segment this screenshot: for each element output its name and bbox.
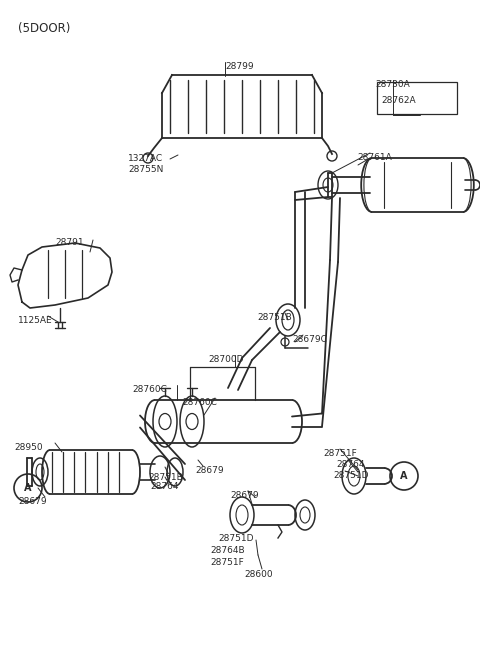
Text: 28799: 28799: [225, 62, 253, 71]
Text: 28730A: 28730A: [375, 80, 410, 89]
Text: 28791: 28791: [55, 238, 84, 247]
Text: 28751F: 28751F: [323, 449, 357, 458]
Text: 28764: 28764: [336, 460, 364, 469]
Text: 28751D: 28751D: [218, 534, 253, 543]
Text: 1327AC: 1327AC: [128, 154, 163, 163]
Text: 28755N: 28755N: [128, 165, 163, 174]
Text: 28751D: 28751D: [333, 471, 369, 480]
Text: A: A: [400, 471, 408, 481]
Text: (5DOOR): (5DOOR): [18, 22, 71, 35]
Text: 28764B: 28764B: [210, 546, 245, 555]
Text: 28679: 28679: [18, 497, 47, 506]
Bar: [377, 82, 457, 114]
Text: 28760C: 28760C: [132, 385, 167, 394]
Text: 28751B: 28751B: [257, 313, 292, 322]
Text: 28679C: 28679C: [292, 335, 327, 344]
Text: 28700D: 28700D: [208, 355, 243, 364]
Text: 28761A: 28761A: [357, 153, 392, 162]
Text: 28764: 28764: [150, 482, 179, 491]
Text: 28751B: 28751B: [148, 473, 183, 482]
Text: 28679: 28679: [230, 491, 259, 500]
Text: A: A: [24, 483, 32, 493]
Text: 1125AE: 1125AE: [18, 316, 53, 325]
Text: 28760C: 28760C: [182, 398, 217, 407]
Text: 28679: 28679: [195, 466, 224, 475]
Text: 28762A: 28762A: [381, 96, 416, 105]
Text: 28950: 28950: [14, 443, 43, 452]
Text: 28600: 28600: [244, 570, 273, 579]
Text: 28751F: 28751F: [210, 558, 244, 567]
